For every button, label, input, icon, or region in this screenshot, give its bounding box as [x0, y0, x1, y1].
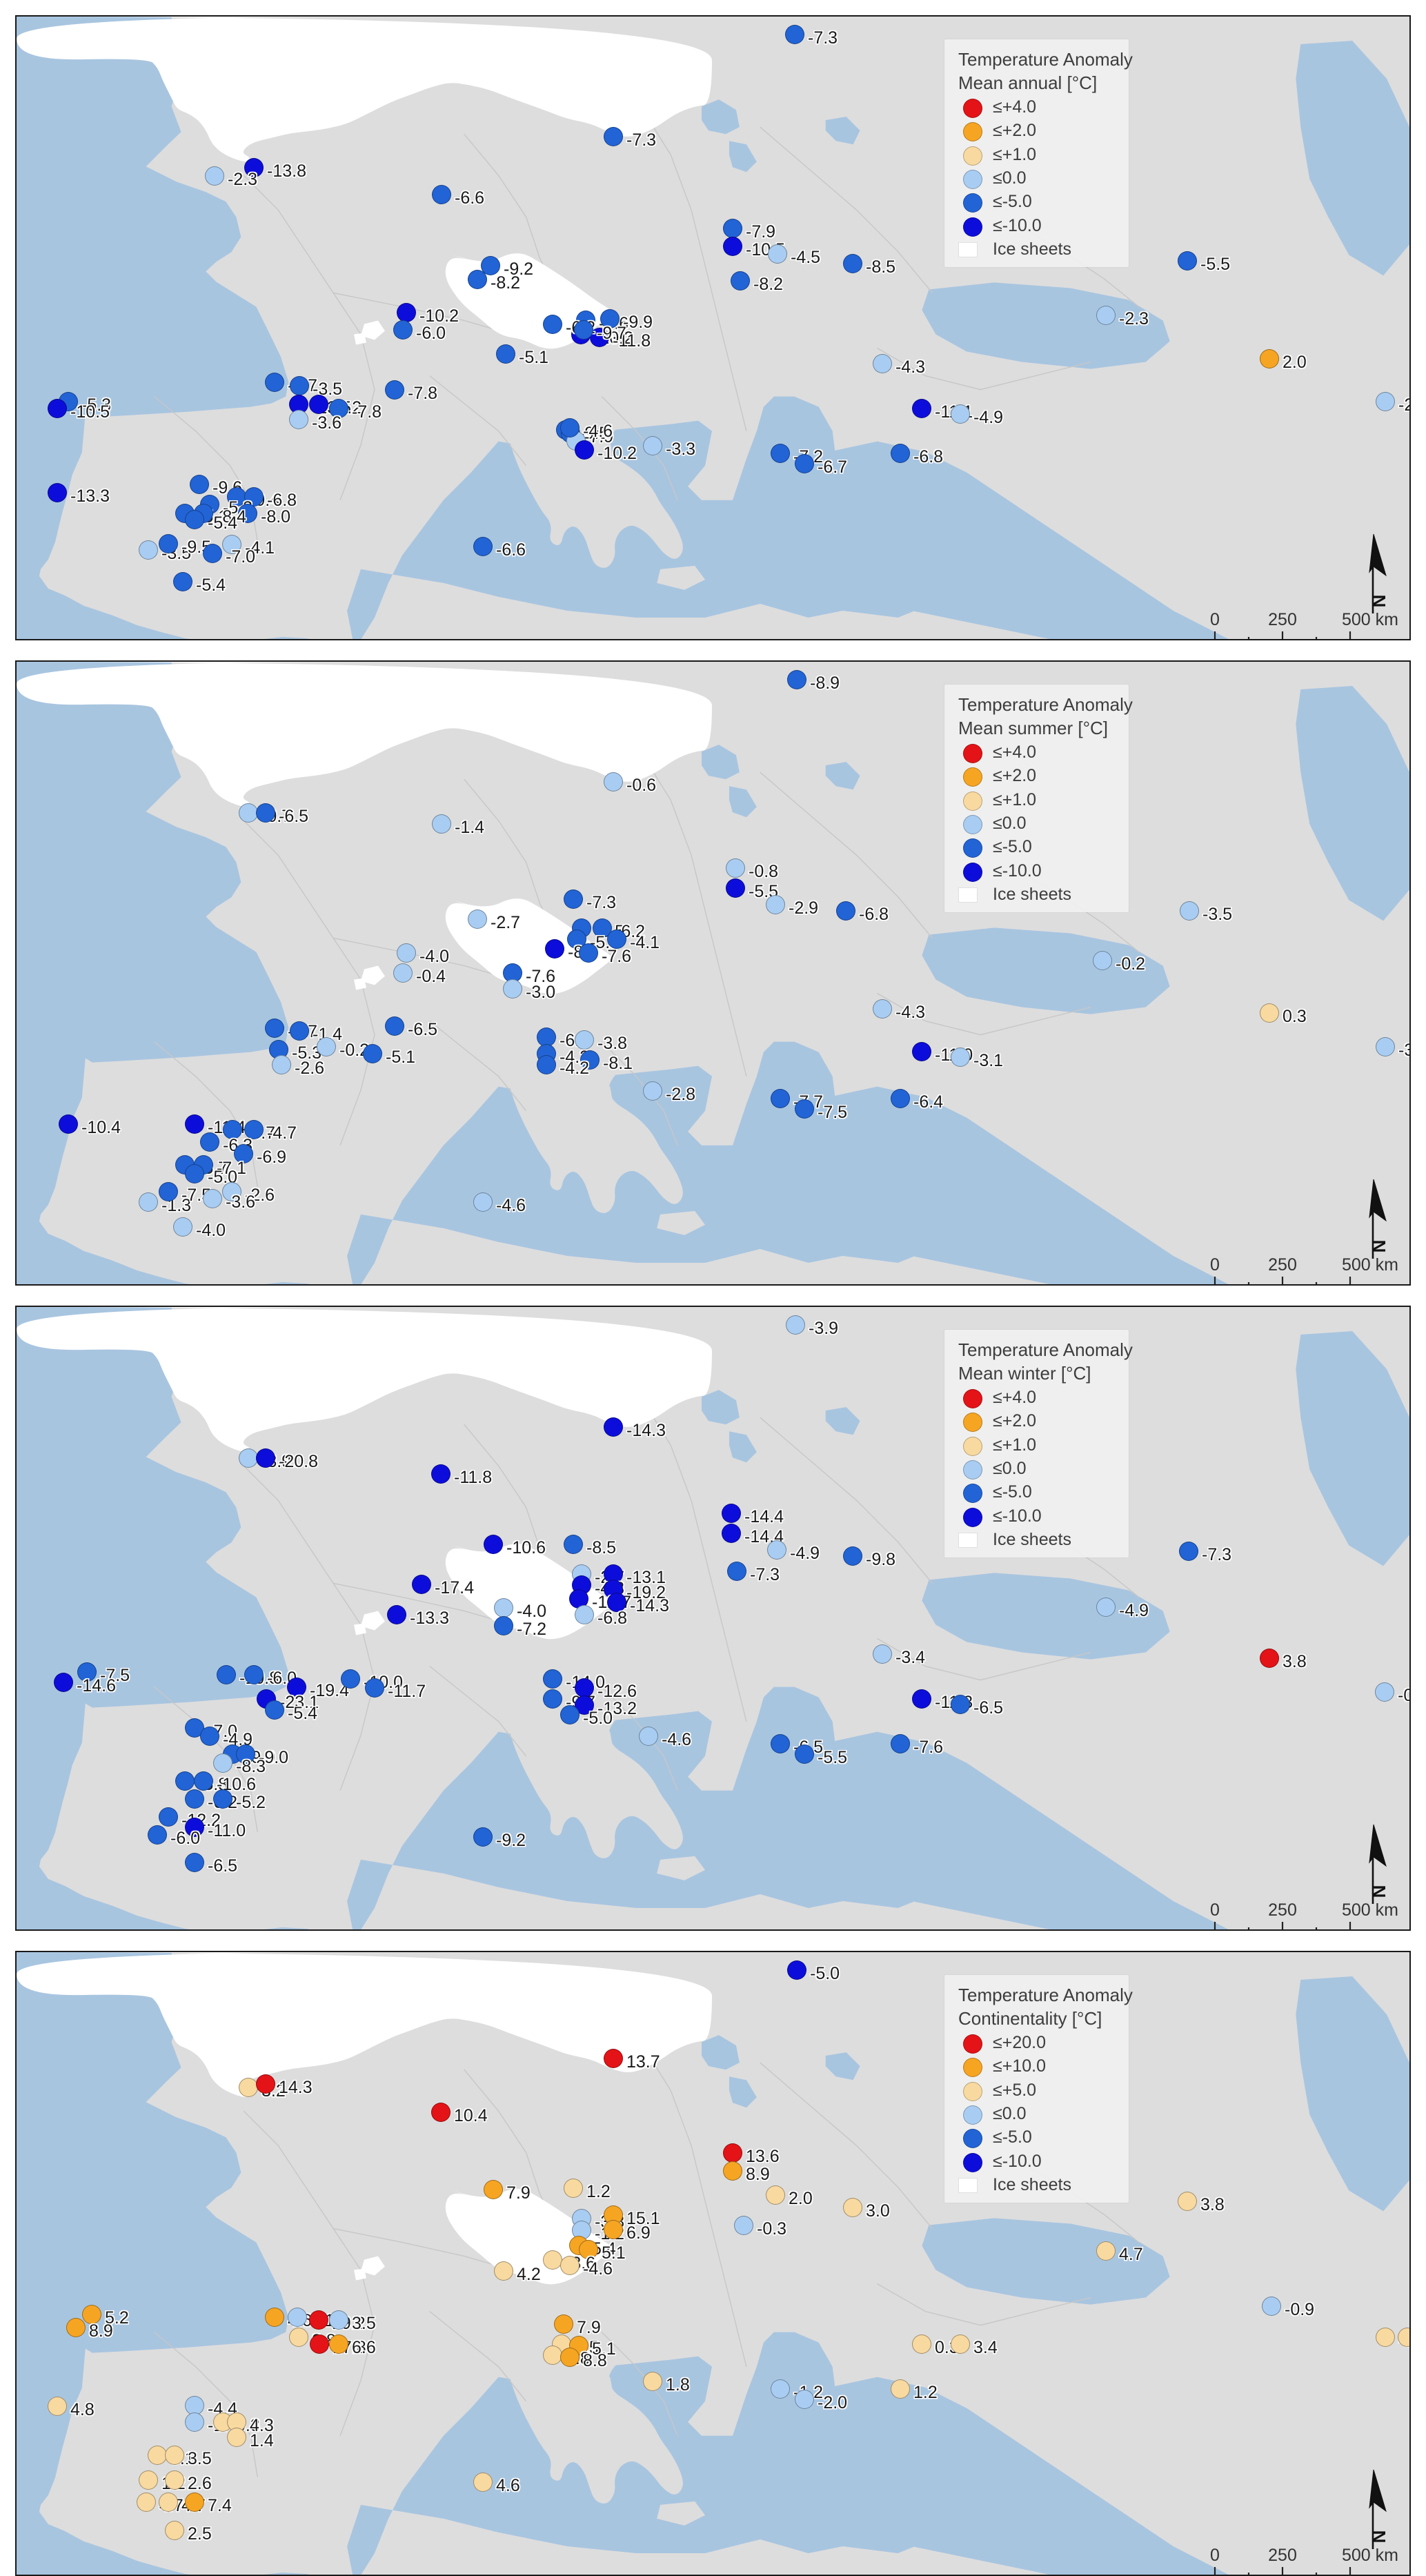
svg-text:0: 0	[1210, 2546, 1220, 2565]
svg-text:500 km: 500 km	[1342, 1255, 1398, 1275]
svg-text:250: 250	[1268, 1900, 1297, 1920]
svg-text:0: 0	[1210, 1255, 1220, 1275]
svg-text:0: 0	[1210, 1900, 1220, 1920]
svg-text:N: N	[1369, 1885, 1389, 1898]
svg-text:N: N	[1369, 2530, 1389, 2544]
svg-text:250: 250	[1268, 2546, 1297, 2565]
svg-text:500 km: 500 km	[1342, 1900, 1398, 1920]
svg-text:500 km: 500 km	[1342, 610, 1398, 629]
svg-text:250: 250	[1268, 610, 1297, 629]
svg-text:500 km: 500 km	[1342, 2546, 1398, 2565]
svg-text:N: N	[1369, 595, 1389, 608]
svg-text:250: 250	[1268, 1255, 1297, 1275]
svg-text:0: 0	[1210, 610, 1220, 629]
svg-text:N: N	[1369, 1240, 1389, 1253]
